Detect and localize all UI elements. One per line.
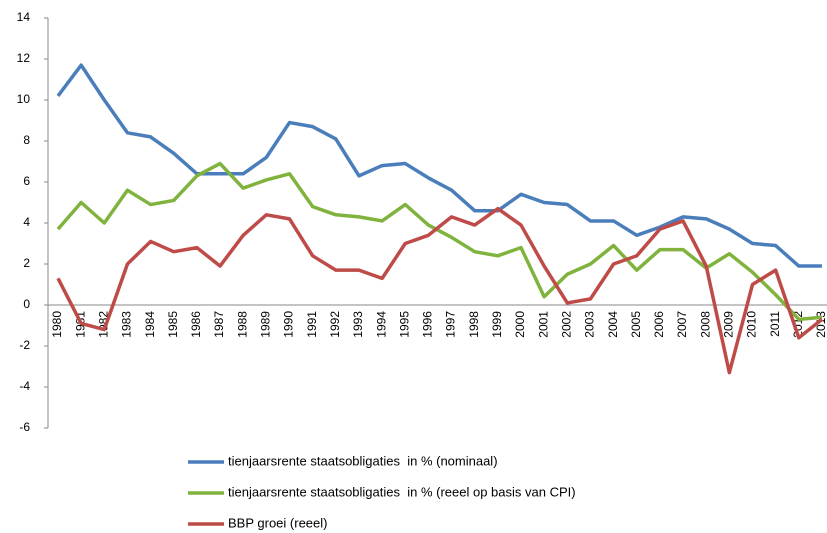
x-tick-label: 2006 (652, 311, 666, 338)
x-tick-label: 2002 (559, 311, 573, 338)
legend-label: BBP groei (reeel) (228, 515, 327, 530)
x-tick-label: 1980 (50, 311, 64, 338)
x-tick-label: 1987 (212, 311, 226, 338)
x-tick-label: 2000 (513, 311, 527, 338)
x-tick-label: 2010 (745, 311, 759, 338)
x-tick-label: 1989 (259, 311, 273, 338)
x-tick-label: 1992 (328, 311, 342, 338)
x-tick-label: 2003 (583, 311, 597, 338)
x-tick-label: 1985 (166, 311, 180, 338)
y-tick-label: 8 (23, 133, 30, 147)
x-tick-label: 2008 (698, 311, 712, 338)
x-tick-label: 1996 (421, 311, 435, 338)
x-tick-label: 1983 (120, 311, 134, 338)
x-tick-label: 1995 (397, 311, 411, 338)
x-tick-label: 2004 (606, 311, 620, 338)
x-tick-label: 1999 (490, 311, 504, 338)
y-tick-label: 0 (23, 297, 30, 311)
x-tick-label: 2011 (768, 311, 782, 337)
series-line (56, 206, 824, 375)
x-tick-label: 1993 (351, 311, 365, 338)
legend-label: tienjaarsrente staatsobligaties in % (no… (228, 453, 498, 468)
y-tick-label: 10 (17, 92, 31, 106)
y-tick-label: 4 (23, 215, 30, 229)
x-tick-label: 1994 (374, 311, 388, 338)
y-tick-label: 2 (23, 256, 30, 270)
x-tick-label: 1997 (444, 311, 458, 338)
legend-label: tienjaarsrente staatsobligaties in % (re… (228, 484, 576, 499)
x-tick-label: 1990 (282, 311, 296, 338)
x-tick-label: 1988 (235, 311, 249, 338)
x-tick-label: 1986 (189, 311, 203, 338)
x-tick-label: 2007 (675, 311, 689, 338)
x-tick-label: 1998 (467, 311, 481, 338)
x-tick-label: 1984 (143, 311, 157, 338)
x-tick-label: 2001 (536, 311, 550, 338)
series-line (56, 161, 823, 322)
x-tick-label: 2009 (722, 311, 736, 338)
x-tick-label: 1991 (305, 311, 319, 338)
x-tick-label: 2005 (629, 311, 643, 338)
y-tick-label: 12 (17, 51, 31, 65)
series-line (56, 63, 822, 268)
y-tick-label: -4 (19, 379, 30, 393)
y-tick-label: 6 (23, 174, 30, 188)
y-tick-label: -2 (19, 338, 30, 352)
y-tick-label: 14 (17, 10, 31, 24)
y-tick-label: -6 (19, 420, 30, 434)
